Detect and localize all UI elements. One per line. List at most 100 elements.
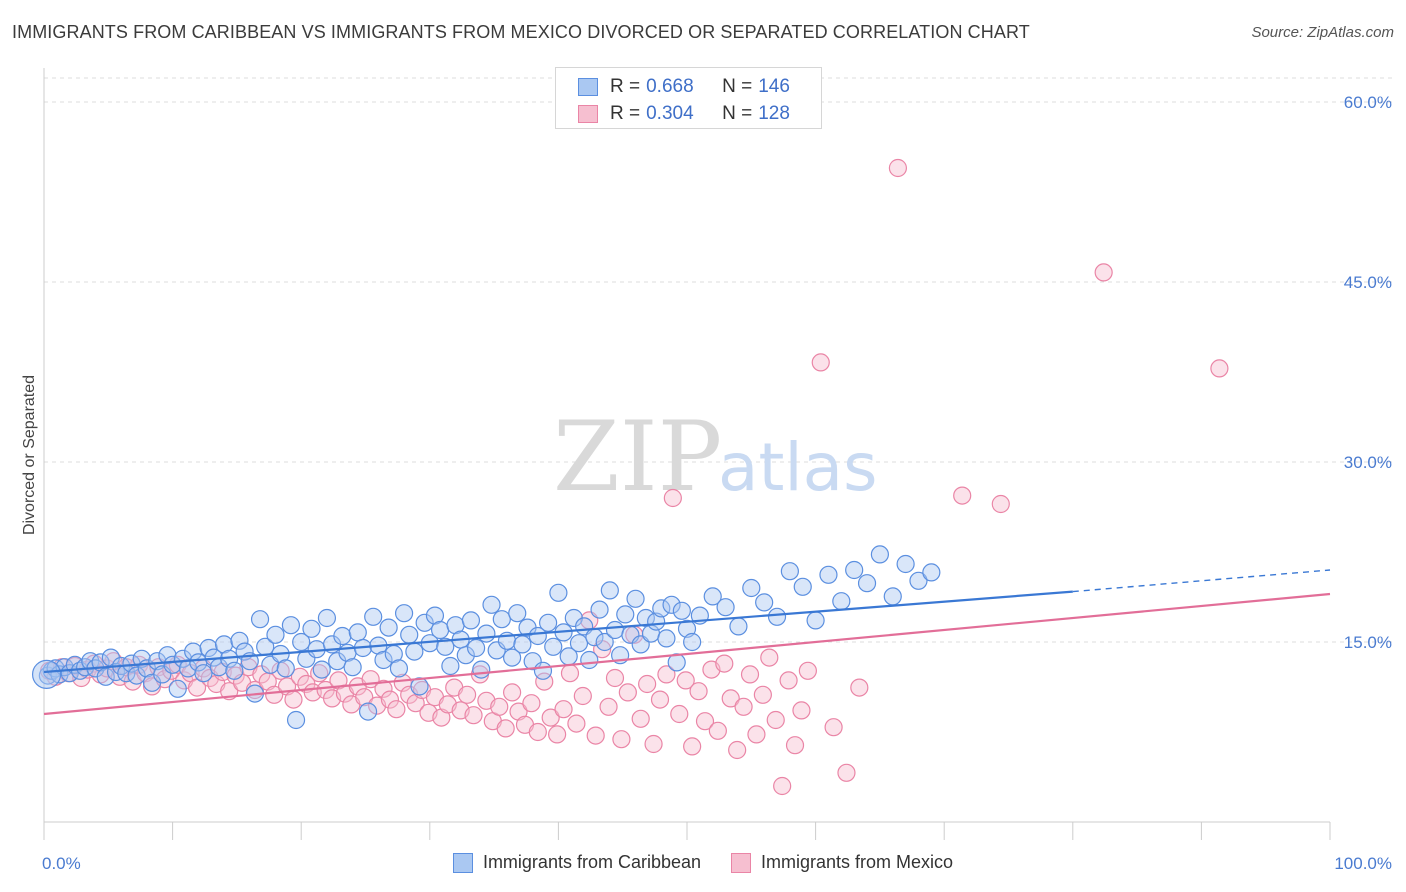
- mexico-point: [644, 734, 663, 754]
- mexico-point: [605, 668, 625, 688]
- mexico-point: [638, 674, 657, 694]
- caribbean-point: [317, 608, 337, 628]
- mexico-point: [387, 700, 406, 719]
- legend-r-label: R =: [610, 103, 641, 124]
- caribbean-point: [276, 659, 295, 678]
- watermark: ZIP atlas: [553, 401, 878, 513]
- mexico-point: [503, 683, 522, 702]
- mexico-point: [490, 697, 509, 716]
- caribbean-point: [266, 625, 285, 644]
- mexico-point: [1094, 263, 1113, 282]
- mexico-point: [953, 486, 972, 505]
- legend-item-caribbean: Immigrants from Caribbean: [452, 852, 702, 873]
- caribbean-point: [845, 560, 864, 580]
- mexico-point: [837, 763, 856, 782]
- mexico-point: [618, 683, 637, 702]
- mexico-point: [374, 679, 393, 698]
- mexico-point: [663, 488, 682, 508]
- legend-r-value: 0.304: [646, 103, 694, 124]
- caribbean-point: [374, 650, 393, 670]
- caribbean-point: [780, 562, 799, 581]
- caribbean-point: [513, 635, 532, 654]
- mexico-point: [631, 709, 650, 728]
- caribbean-point: [415, 613, 434, 632]
- caribbean-point: [364, 607, 383, 626]
- caribbean-point: [230, 631, 249, 650]
- mexico-point: [792, 701, 811, 720]
- legend-row-mexico: R = 0.304 N = 128: [578, 102, 790, 126]
- caribbean-point: [358, 702, 378, 721]
- mexico-point: [676, 671, 695, 690]
- caribbean-point: [580, 650, 599, 670]
- legend-n-value: 128: [758, 103, 790, 124]
- caribbean-point: [703, 587, 722, 606]
- legend-label-caribbean: Immigrants from Caribbean: [482, 852, 702, 872]
- caribbean-point: [922, 563, 941, 582]
- mexico-point: [715, 654, 734, 673]
- legend-swatch-caribbean: [578, 78, 598, 96]
- mexico-point: [528, 722, 547, 742]
- caribbean-point: [425, 606, 445, 625]
- caribbean-point: [832, 592, 851, 611]
- caribbean-point: [436, 637, 455, 656]
- caribbean-point: [250, 610, 270, 629]
- mexico-point: [464, 706, 483, 725]
- caribbean-point: [896, 554, 915, 574]
- mexico-point: [824, 718, 843, 737]
- watermark-atlas: atlas: [718, 429, 878, 506]
- caribbean-point: [348, 623, 367, 642]
- grid-lines: [44, 77, 1392, 643]
- caribbean-point: [595, 632, 614, 652]
- caribbean-point: [472, 660, 491, 679]
- caribbean-point: [590, 600, 609, 619]
- caribbean-point: [214, 635, 234, 654]
- caribbean-point: [549, 583, 568, 602]
- caribbean-point: [544, 637, 563, 656]
- axes: [43, 68, 1331, 840]
- legend-r-value: 0.668: [646, 76, 694, 97]
- mexico-point: [560, 664, 580, 683]
- mexico-point: [708, 721, 727, 740]
- caribbean-point: [379, 618, 398, 637]
- mexico-point: [695, 712, 715, 731]
- legend-n-label: N =: [722, 76, 753, 97]
- caribbean-point: [652, 599, 671, 618]
- x-tick-label-min: 0.0%: [42, 854, 81, 873]
- caribbean-point: [394, 604, 414, 623]
- mexico-point: [599, 697, 618, 716]
- caribbean-point: [199, 638, 218, 658]
- caribbean-point: [281, 616, 301, 635]
- mexico-point: [265, 685, 284, 704]
- caribbean-point: [528, 626, 547, 646]
- legend-n-label: N =: [722, 103, 753, 124]
- caribbean-point: [569, 634, 589, 653]
- caribbean-point: [605, 620, 625, 640]
- mexico-trend-line: [43, 592, 1331, 716]
- mexico-point: [689, 682, 708, 701]
- caribbean-point: [533, 661, 553, 680]
- mexico-point: [355, 688, 374, 707]
- y-tick-label-3: 60.0%: [1344, 93, 1392, 112]
- y-tick-label-2: 45.0%: [1344, 273, 1392, 292]
- mexico-point: [798, 661, 817, 680]
- caribbean-point: [168, 679, 187, 698]
- caribbean-point: [729, 617, 748, 636]
- mexico-point: [670, 704, 689, 724]
- caribbean-point: [662, 595, 681, 614]
- caribbean-point: [225, 661, 244, 680]
- mexico-point: [747, 725, 766, 744]
- mexico-point: [457, 685, 477, 704]
- y-tick-label-1: 30.0%: [1344, 453, 1392, 472]
- mexico-point: [567, 714, 586, 733]
- legend-swatch-mexico: [578, 105, 598, 123]
- caribbean-point: [441, 656, 460, 676]
- caribbean-point: [173, 649, 192, 668]
- caribbean-point: [302, 619, 321, 638]
- mexico-point: [760, 648, 779, 667]
- mexico-point: [753, 685, 772, 704]
- legend-r-label: R =: [610, 76, 641, 97]
- caribbean-point: [389, 659, 409, 678]
- caribbean-point: [194, 664, 213, 683]
- caribbean-point: [333, 626, 352, 646]
- legend-swatch-caribbean: [452, 852, 473, 873]
